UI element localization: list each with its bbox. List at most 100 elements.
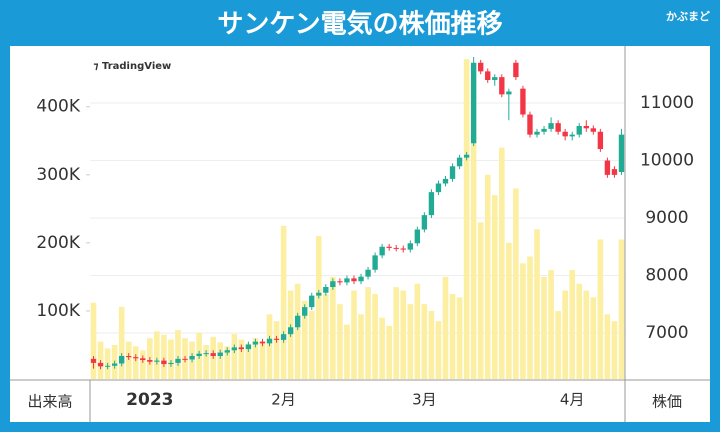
candle-body <box>506 91 512 95</box>
candle-body <box>372 255 378 270</box>
volume-bar <box>604 314 611 379</box>
volume-bar <box>435 321 442 379</box>
y2-tick-label: 11000 <box>640 93 694 113</box>
volume-bar <box>203 344 209 379</box>
candle-body <box>330 281 336 288</box>
volume-bar <box>175 329 181 379</box>
candle-body <box>513 62 519 78</box>
y-tick-label: 400K <box>36 97 80 117</box>
volume-bar <box>449 293 456 379</box>
volume-bar <box>238 339 245 379</box>
candle-body <box>555 123 561 132</box>
candle-body <box>358 276 364 282</box>
volume-bar <box>231 334 238 379</box>
volume-bar <box>611 321 618 379</box>
candle-body <box>126 356 132 358</box>
candle-body <box>590 128 596 132</box>
candle-body <box>499 77 505 95</box>
volume-bar <box>168 339 174 379</box>
candle-body <box>266 338 273 344</box>
candle-body <box>189 356 195 360</box>
candle-body <box>140 358 146 361</box>
volume-bar <box>217 342 224 379</box>
chart-title: サンケン電気の株価推移 <box>217 9 502 40</box>
candle-body <box>449 166 456 179</box>
volume-bar <box>400 290 407 379</box>
volume-bar <box>562 290 568 379</box>
volume-bar <box>569 270 576 379</box>
candle-body <box>217 352 223 357</box>
volume-bar <box>498 147 505 379</box>
candle-body <box>196 353 202 357</box>
volume-bar <box>456 297 463 379</box>
candle-body <box>414 229 421 244</box>
volume-bar <box>125 341 132 379</box>
candle-body <box>344 278 350 283</box>
watermark-icon: ⁊ <box>93 61 98 72</box>
candle-body <box>400 248 406 250</box>
watermark: TradingView <box>102 61 171 72</box>
candle-body <box>147 360 153 362</box>
volume-bar <box>161 334 167 379</box>
volume-bar <box>527 256 533 379</box>
candle-body <box>168 362 174 365</box>
y-tick-label: 300K <box>36 165 80 185</box>
candle-body <box>463 154 470 158</box>
candle-body <box>393 247 399 249</box>
volume-bar <box>548 270 554 379</box>
volume-bar <box>583 290 590 379</box>
volume-bar <box>421 304 428 379</box>
y2-tick-label: 8000 <box>645 266 688 286</box>
candle-body <box>470 62 477 144</box>
candle-body <box>111 363 118 366</box>
y2-tick-label: 7000 <box>645 323 688 343</box>
candle-body <box>541 128 547 132</box>
candle-body <box>562 131 568 137</box>
volume-bar <box>463 59 470 379</box>
volume-bar <box>386 325 392 379</box>
candle-body <box>604 160 611 175</box>
candle-body <box>259 341 266 344</box>
candle-body <box>478 62 484 72</box>
volume-bar <box>372 293 378 379</box>
volume-bar <box>252 338 259 379</box>
candle-body <box>611 169 618 175</box>
volume-bar <box>301 300 308 379</box>
candle-body <box>203 353 209 355</box>
candle-body <box>133 357 139 359</box>
volume-bar <box>506 242 512 379</box>
candle-body <box>456 157 463 167</box>
volume-bar <box>323 293 329 379</box>
candle-body <box>365 269 371 277</box>
candle-body <box>442 178 449 184</box>
x-tick-label: 4月 <box>560 391 585 409</box>
candle-body <box>154 360 160 362</box>
candle-body <box>421 215 428 230</box>
volume-bar <box>315 236 322 379</box>
volume-bar <box>132 346 139 379</box>
volume-bar <box>118 306 125 379</box>
y-tick-label: 100K <box>36 301 80 321</box>
y-axis-label: 出来高 <box>27 393 72 411</box>
candle-body <box>520 88 526 115</box>
x-tick-label: 2023 <box>126 390 173 410</box>
brand-logo: かぶまど <box>666 10 710 23</box>
volume-bar <box>491 195 498 379</box>
candle-body <box>485 71 491 81</box>
y2-tick-label: 10000 <box>640 151 694 171</box>
candle-body <box>280 334 287 340</box>
volume-bar <box>576 283 583 379</box>
candle-body <box>309 295 315 308</box>
candle-body <box>238 347 245 350</box>
candle-body <box>407 243 413 250</box>
candle-body <box>386 246 392 248</box>
volume-bar <box>139 350 146 379</box>
candle-body <box>294 315 301 328</box>
candle-body <box>224 350 230 353</box>
candle-body <box>527 114 533 135</box>
candle-body <box>597 131 604 150</box>
volume-bar <box>90 302 97 379</box>
candle-body <box>337 281 343 283</box>
candle-body <box>492 77 498 81</box>
